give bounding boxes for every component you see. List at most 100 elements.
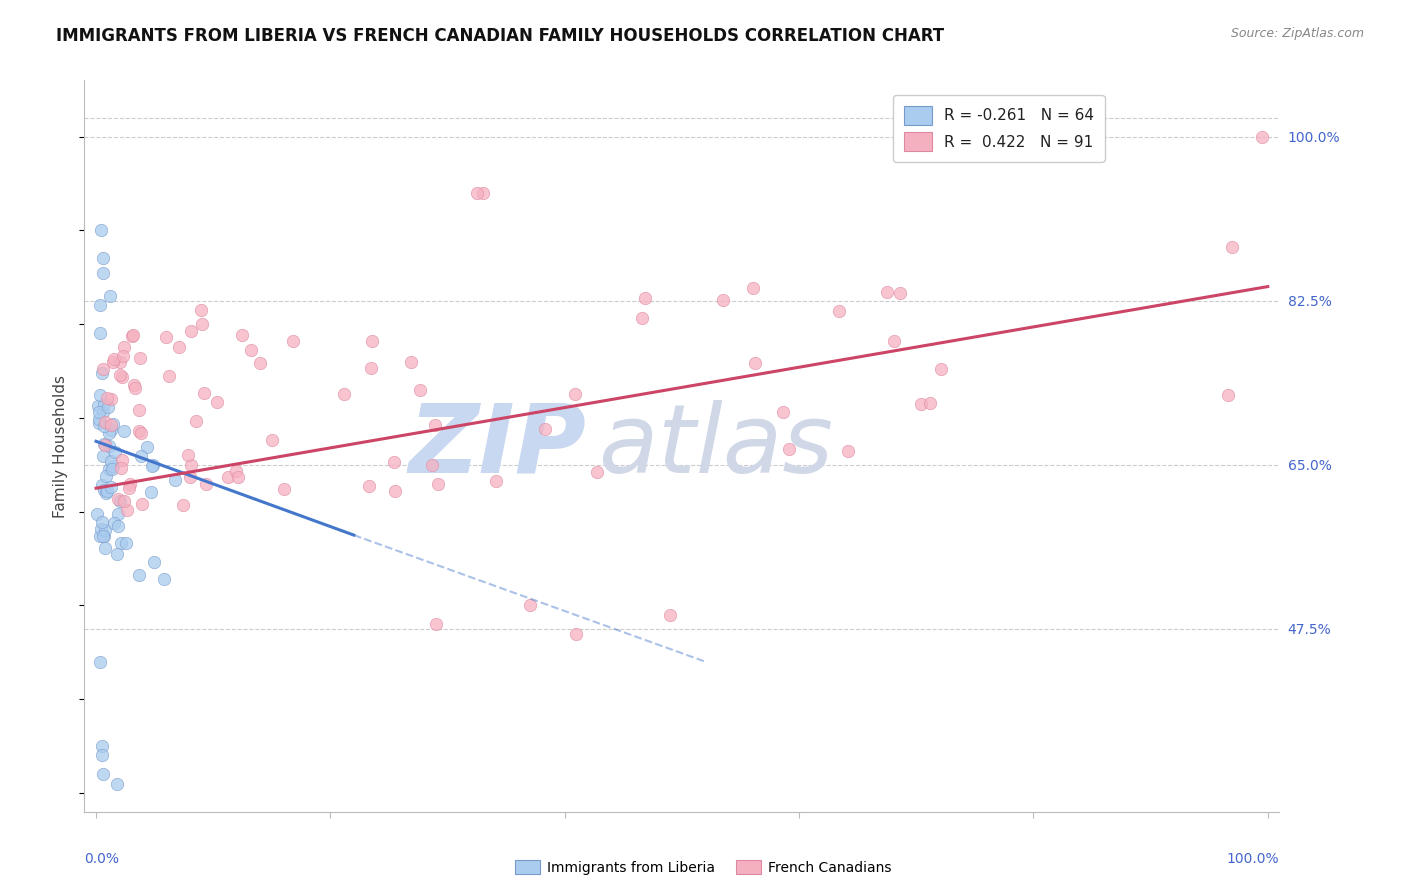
Point [91,404,114,418]
Point [112,349,135,363]
Point [89,529,111,543]
Point [118,477,141,491]
Point [115,503,138,517]
Point [141,458,163,473]
Point [100,480,122,494]
Point [97,462,120,476]
Point [107,508,129,522]
Point [485,474,508,488]
Point [90,478,112,492]
Point [100,423,122,437]
Point [98,439,121,453]
Point [96,486,118,500]
Point [167,340,190,354]
Point [205,394,228,409]
Point [585,465,607,479]
Point [105,776,128,790]
Point [225,464,247,478]
Point [94,416,117,430]
Legend: Immigrants from Liberia, French Canadians: Immigrants from Liberia, French Canadian… [509,855,897,880]
Point [90,521,112,535]
Point [90,748,114,763]
Point [1220,240,1243,254]
Point [89,326,111,341]
Point [100,417,122,432]
Point [630,311,652,326]
Point [910,397,932,411]
Point [191,317,214,331]
Point [124,381,146,395]
Point [262,433,284,447]
Point [89,388,111,402]
Point [889,285,911,300]
Point [713,293,735,308]
Point [110,493,132,508]
Point [101,355,124,369]
Point [110,461,132,475]
Point [128,425,150,439]
Point [93,437,115,451]
Point [186,413,208,427]
Point [427,477,450,491]
Point [111,370,134,384]
Point [157,368,180,383]
Point [91,529,114,543]
Point [1251,129,1274,144]
Point [193,386,215,401]
Point [142,556,165,570]
Point [155,330,177,344]
Point [118,481,141,495]
Point [100,454,122,468]
Point [93,529,115,543]
Point [920,396,942,410]
Point [93,397,115,411]
Point [471,186,494,200]
Point [1218,388,1240,402]
Point [104,445,127,459]
Point [110,536,132,550]
Point [384,484,406,499]
Point [564,387,586,401]
Point [111,452,134,467]
Point [195,477,218,491]
Point [217,469,239,483]
Point [135,440,157,454]
Point [131,497,153,511]
Text: Source: ZipAtlas.com: Source: ZipAtlas.com [1230,27,1364,40]
Point [94,523,117,537]
Point [98,289,121,303]
Point [91,252,114,266]
Point [103,458,125,473]
Point [96,483,118,498]
Point [91,367,114,381]
Point [107,519,129,533]
Point [409,383,432,397]
Point [112,424,135,438]
Point [565,626,588,640]
Point [425,617,447,632]
Point [101,462,124,476]
Point [91,515,114,529]
Point [465,186,488,200]
Point [101,417,124,431]
Point [519,599,541,613]
Point [399,355,422,369]
Point [172,498,194,512]
Point [98,425,121,440]
Point [744,356,766,370]
Point [87,412,110,426]
Point [239,343,262,358]
Point [360,334,382,349]
Point [100,392,122,406]
Point [931,362,953,376]
Point [103,516,125,531]
Point [128,403,150,417]
Point [96,391,118,405]
Point [94,468,117,483]
Point [190,303,212,318]
Y-axis label: Family Households: Family Households [53,375,69,517]
Point [165,473,187,487]
Point [121,328,143,343]
Point [115,536,138,550]
Point [86,507,108,521]
